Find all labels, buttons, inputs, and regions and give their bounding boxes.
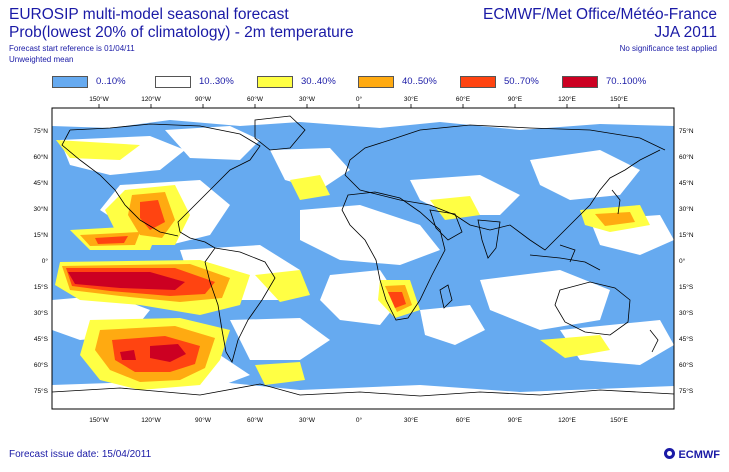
lon-label-bottom: 60°W <box>247 416 264 424</box>
latitude-axis: 75°N 60°N 45°N 30°N 15°N 0° 15°S 30°S 45… <box>33 127 693 395</box>
lon-label-top: 60°W <box>247 95 264 103</box>
legend: 0..10% 10..30% 30..40% 40..50% 50..70% 7… <box>52 75 682 89</box>
lon-label-bottom: 120°E <box>558 416 576 424</box>
lat-label-left: 45°S <box>34 335 49 343</box>
coastlines <box>52 115 674 397</box>
lat-label-right: 15°S <box>679 283 694 291</box>
lon-label-bottom: 150°E <box>610 416 628 424</box>
lat-label-left: 75°N <box>33 127 48 135</box>
lon-label-top: 120°W <box>141 95 161 103</box>
ecmwf-logo-icon <box>664 448 676 459</box>
legend-swatch <box>257 76 293 88</box>
lat-label-left: 60°S <box>34 361 49 369</box>
legend-label: 40..50% <box>402 76 437 87</box>
lon-label-bottom: 90°W <box>195 416 212 424</box>
legend-label: 10..30% <box>199 76 234 87</box>
legend-swatch <box>358 76 394 88</box>
weighting-note: Unweighted mean <box>9 55 74 64</box>
lon-label-bottom: 30°W <box>299 416 316 424</box>
legend-label: 50..70% <box>504 76 539 87</box>
issue-date: Forecast issue date: 15/04/2011 <box>9 449 152 460</box>
lon-label-bottom: 90°E <box>508 416 523 424</box>
subtitle-left: Prob(lowest 20% of climatology) - 2m tem… <box>9 24 354 41</box>
lon-label-top: 30°E <box>404 95 419 103</box>
lon-label-top: 150°W <box>89 95 109 103</box>
longitude-axis: 150°W 120°W 90°W 60°W 30°W 0° 30°E 60°E … <box>89 95 628 424</box>
lon-label-top: 150°E <box>610 95 628 103</box>
lon-label-bottom: 60°E <box>456 416 471 424</box>
lat-label-left: 30°S <box>34 309 49 317</box>
significance-note: No significance test applied <box>619 44 717 53</box>
lon-label-top: 90°W <box>195 95 212 103</box>
map-frame <box>51 107 675 410</box>
lat-label-left: 75°S <box>34 387 49 395</box>
lon-label-top: 30°W <box>299 95 316 103</box>
legend-swatch <box>52 76 88 88</box>
field-70-100 <box>68 272 186 362</box>
forecast-reference: Forecast start reference is 01/04/11 <box>9 44 135 53</box>
lat-label-left: 0° <box>42 257 49 265</box>
lat-label-right: 45°S <box>679 335 694 343</box>
probability-field <box>52 108 674 409</box>
lat-label-right: 60°N <box>679 153 694 161</box>
ecmwf-logo: ECMWF <box>664 448 720 461</box>
legend-label: 70..100% <box>606 76 647 87</box>
lon-label-bottom: 120°W <box>141 416 161 424</box>
legend-label: 0..10% <box>96 76 126 87</box>
lat-label-right: 30°S <box>679 309 694 317</box>
lon-ticks-top <box>98 104 620 108</box>
lon-label-bottom: 0° <box>356 416 363 424</box>
lon-label-top: 60°E <box>456 95 471 103</box>
lat-label-left: 45°N <box>33 179 48 187</box>
lat-label-right: 60°S <box>679 361 694 369</box>
lat-label-right: 15°N <box>679 231 694 239</box>
lat-label-left: 30°N <box>33 205 48 213</box>
legend-swatch <box>562 76 598 88</box>
lon-label-top: 90°E <box>508 95 523 103</box>
lon-label-bottom: 150°W <box>89 416 109 424</box>
lat-label-right: 0° <box>679 257 686 265</box>
lon-label-top: 120°E <box>558 95 576 103</box>
ecmwf-logo-text: ECMWF <box>678 449 720 461</box>
title-right: ECMWF/Met Office/Météo-France <box>483 6 717 23</box>
legend-label: 30..40% <box>301 76 336 87</box>
legend-swatch <box>460 76 496 88</box>
lon-label-bottom: 30°E <box>404 416 419 424</box>
lat-label-left: 60°N <box>33 153 48 161</box>
lat-label-right: 30°N <box>679 205 694 213</box>
lat-label-right: 75°S <box>679 387 694 395</box>
lat-label-right: 75°N <box>679 127 694 135</box>
lon-label-top: 0° <box>356 95 363 103</box>
legend-swatch <box>155 76 191 88</box>
lat-label-left: 15°S <box>34 283 49 291</box>
subtitle-right: JJA 2011 <box>654 24 717 41</box>
lat-label-left: 15°N <box>33 231 48 239</box>
lat-label-right: 45°N <box>679 179 694 187</box>
title-left: EUROSIP multi-model seasonal forecast <box>9 6 289 23</box>
